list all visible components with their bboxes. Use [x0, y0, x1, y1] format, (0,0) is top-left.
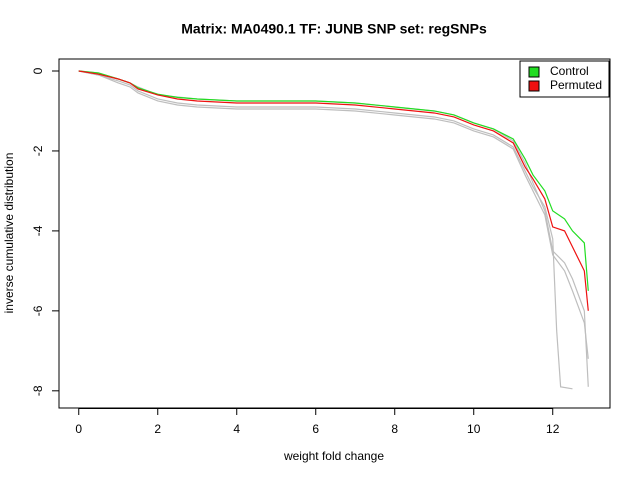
y-axis-label: inverse cumulative distribution	[2, 153, 16, 314]
x-tick-label: 4	[233, 422, 240, 436]
series-line	[78, 70, 589, 311]
legend-swatch	[528, 66, 540, 78]
x-tick-label: 10	[467, 422, 481, 436]
x-tick-label: 2	[154, 422, 161, 436]
chart-title: Matrix: MA0490.1 TF: JUNB SNP set: regSN…	[181, 21, 487, 37]
series-line	[78, 70, 589, 291]
x-tick-label: 8	[391, 422, 398, 436]
y-tick-label: -8	[31, 385, 45, 396]
y-tick-label: 0	[31, 67, 45, 74]
x-tick-label: 0	[75, 422, 82, 436]
series-line	[78, 70, 573, 390]
series-line	[78, 70, 589, 359]
x-tick-label: 12	[546, 422, 560, 436]
y-tick-label: -4	[31, 225, 45, 236]
y-tick-label: -6	[31, 305, 45, 316]
legend-label: Permuted	[550, 78, 602, 92]
legend-label: Control	[550, 64, 589, 78]
legend-swatch	[528, 80, 540, 92]
x-tick-label: 6	[312, 422, 319, 436]
x-axis-label: weight fold change	[283, 449, 384, 463]
y-tick-label: -2	[31, 145, 45, 156]
